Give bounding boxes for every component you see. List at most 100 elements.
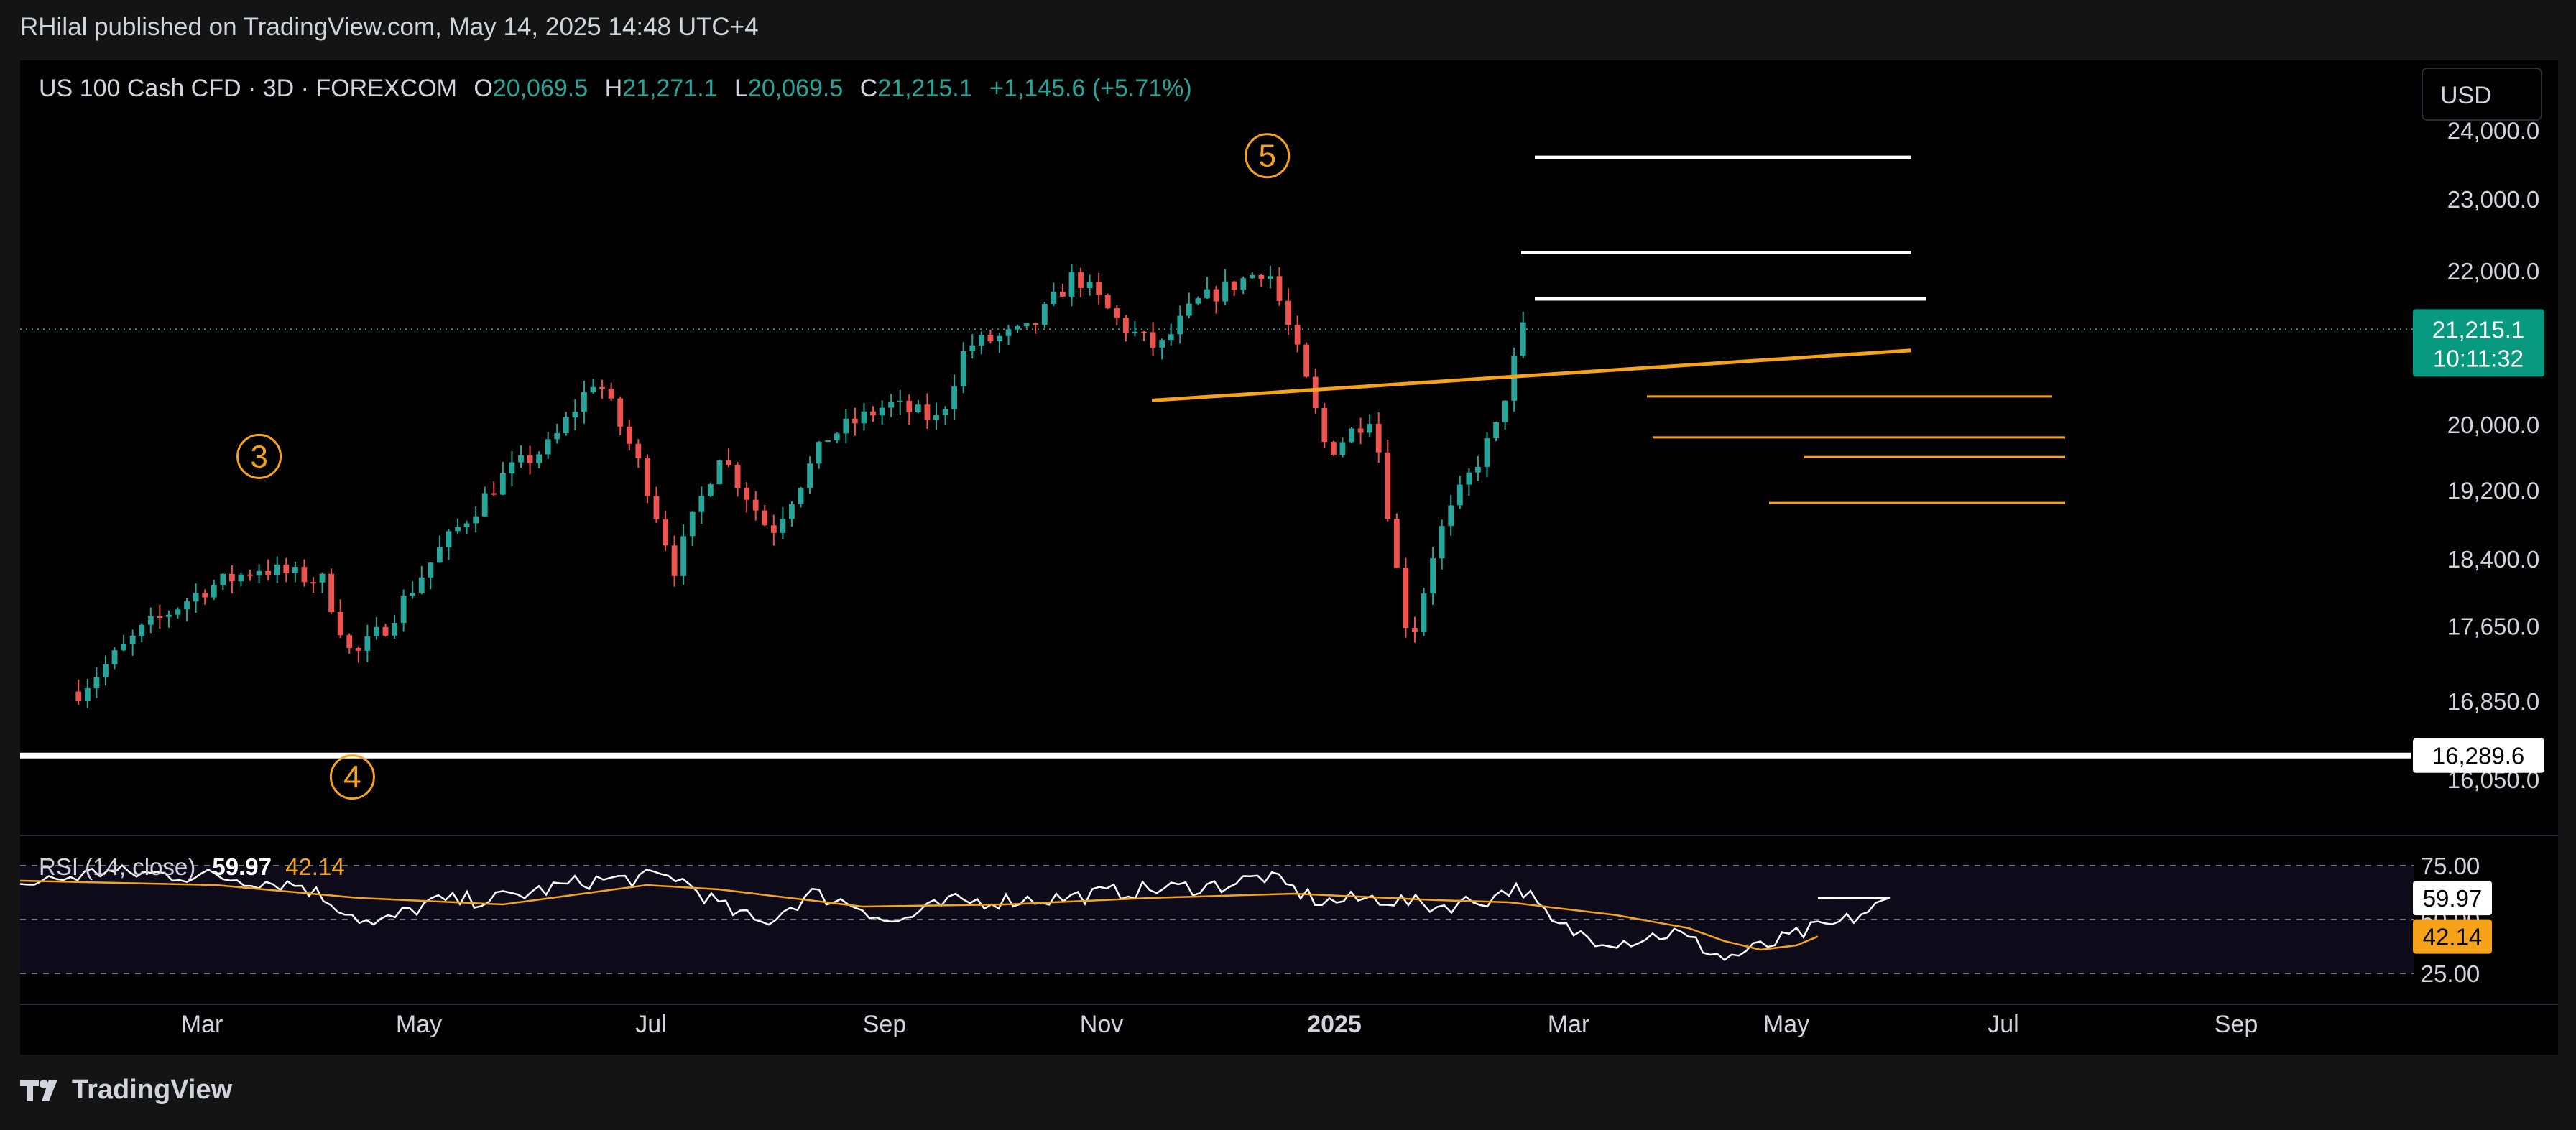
candle-body	[355, 648, 361, 651]
candle-body	[879, 407, 885, 416]
candle-body	[798, 488, 804, 504]
candle-body	[157, 616, 163, 618]
candle-body	[1294, 325, 1301, 345]
candle-body	[1195, 298, 1201, 304]
candle-body	[969, 345, 976, 351]
candle-body	[997, 335, 1002, 341]
candle-body	[103, 664, 109, 677]
candle-body	[1375, 424, 1382, 453]
candle-body	[518, 455, 524, 463]
candle-body	[1068, 272, 1075, 297]
candle-body	[933, 415, 939, 420]
candle-body	[978, 335, 984, 346]
low-label: L	[734, 75, 748, 102]
candle-body	[93, 677, 100, 689]
candle-body	[635, 443, 642, 458]
price-tick-label: 24,000.0	[2447, 117, 2539, 144]
candle-body	[1060, 292, 1066, 297]
candle-body	[861, 411, 867, 424]
time-tick-label: Nov	[1080, 1011, 1123, 1038]
candle-body	[1086, 282, 1093, 288]
candle-body	[770, 525, 777, 533]
candle-body	[1078, 272, 1084, 288]
candle-body	[491, 493, 497, 495]
candle-body	[870, 411, 876, 416]
candle-body	[897, 400, 903, 402]
candle-body	[301, 567, 308, 583]
candle-body	[1339, 442, 1346, 455]
candle-body	[1466, 472, 1472, 485]
candle-body	[1412, 628, 1418, 632]
candle-body	[1393, 519, 1400, 568]
rsi-title: RSI (14, close)	[39, 853, 196, 880]
time-tick-label: May	[1763, 1011, 1809, 1038]
candle-body	[247, 574, 253, 576]
candle-body	[843, 418, 849, 434]
rsi-level-label: 75.00	[2421, 853, 2480, 879]
candle-body	[265, 570, 272, 575]
candle-body	[789, 504, 795, 519]
candle-body	[545, 439, 551, 455]
candle-body	[337, 612, 343, 636]
candle-body	[1312, 376, 1319, 408]
countdown-label: 10:11:32	[2433, 345, 2524, 371]
candle-body	[1268, 276, 1273, 279]
price-tick-label: 18,400.0	[2447, 546, 2539, 573]
candle-body	[726, 460, 731, 465]
candle-body	[680, 536, 687, 576]
candle-body	[825, 440, 831, 443]
candle-body	[463, 523, 470, 527]
candle-body	[1051, 292, 1057, 304]
candle-body	[744, 488, 750, 500]
candle-body	[1430, 558, 1436, 594]
time-tick-label: May	[396, 1011, 442, 1038]
candle-body	[121, 644, 126, 651]
candle-body	[1104, 295, 1111, 309]
rsi-line	[19, 863, 1891, 961]
candle-body	[960, 351, 966, 386]
currency-button[interactable]: USD	[2422, 68, 2542, 121]
candle-body	[1493, 422, 1499, 439]
time-tick-label: Sep	[2215, 1011, 2258, 1038]
support-price-label: 16,289.6	[2432, 743, 2524, 769]
candle-body	[1096, 282, 1102, 295]
candle-body	[382, 626, 389, 636]
candle-body	[626, 426, 632, 444]
candle-body	[1213, 289, 1219, 302]
candle-body	[1041, 303, 1048, 325]
candle-body	[1484, 438, 1490, 467]
candle-body	[75, 691, 82, 701]
open-value: 20,069.5	[492, 75, 588, 102]
time-tick-label: Mar	[181, 1011, 223, 1038]
candle-body	[256, 570, 262, 576]
price-tick-label: 20,000.0	[2447, 412, 2539, 438]
close-label: C	[859, 75, 878, 102]
candle-body	[906, 400, 913, 412]
candle-body	[987, 335, 994, 341]
rsi-legend-ma: 42.14	[285, 853, 345, 880]
candle-body	[1403, 568, 1409, 629]
wave-circle	[1245, 133, 1291, 179]
tradingview-logo[interactable]: TradingView	[20, 1075, 232, 1106]
candle-body	[310, 582, 316, 584]
candle-body	[608, 389, 614, 399]
candle-body	[581, 392, 587, 412]
price-tick-label: 17,650.0	[2447, 613, 2539, 640]
candle-body	[1023, 323, 1030, 326]
candle-body	[147, 616, 154, 625]
candle-body	[184, 601, 190, 610]
candle-body	[283, 564, 290, 573]
candle-body	[716, 460, 723, 485]
candle-body	[473, 516, 479, 524]
trend-line	[1151, 348, 1912, 402]
candle-body	[1240, 278, 1247, 290]
wave-circle	[236, 433, 282, 479]
candle-body	[951, 386, 958, 409]
price-tick-label: 19,200.0	[2447, 478, 2539, 504]
candle-body	[202, 593, 208, 598]
candle-body	[428, 562, 434, 578]
candle-body	[1258, 274, 1265, 279]
candle-body	[554, 433, 560, 440]
candle-body	[238, 574, 244, 582]
